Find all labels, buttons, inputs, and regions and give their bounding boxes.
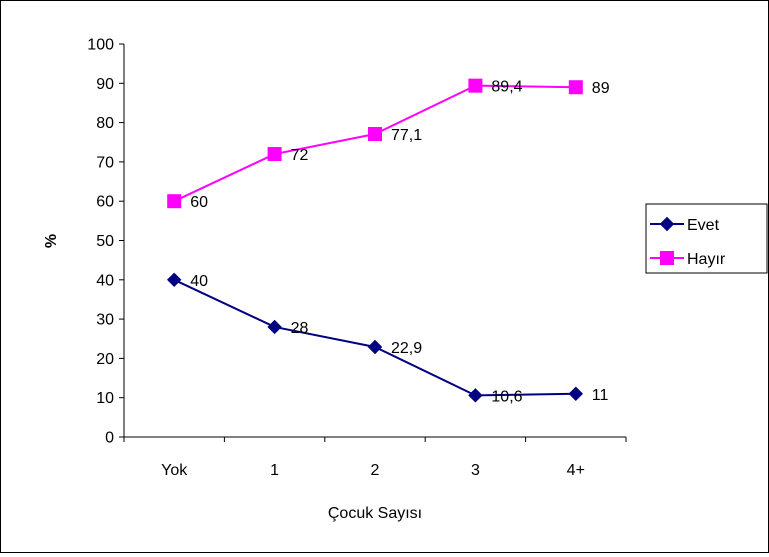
series-evet [166, 272, 584, 403]
y-tick-label: 50 [96, 233, 114, 250]
data-point-hay-r [568, 80, 583, 95]
data-label-evet: 28 [291, 320, 309, 337]
x-tick-label: 1 [270, 462, 279, 479]
legend-marker-evet [659, 216, 675, 232]
legend-item-hay-r: Hayır [650, 251, 726, 268]
y-tick-label: 0 [105, 430, 114, 447]
y-tick-label: 80 [96, 115, 114, 132]
y-tick-label: 10 [96, 390, 114, 407]
data-point-evet [568, 386, 584, 401]
legend-item-evet: Evet [650, 216, 720, 234]
data-label-evet: 40 [190, 273, 208, 290]
y-tick-label: 60 [96, 194, 114, 211]
data-point-evet [367, 339, 383, 355]
y-tick-label: 90 [96, 76, 114, 93]
legend: Evet Hayır [645, 203, 768, 274]
data-label-hay-r: 60 [190, 194, 208, 211]
data-label-hay-r: 89,4 [491, 79, 522, 96]
series-layer [166, 78, 584, 403]
series-hay-r [167, 78, 583, 209]
data-label-hay-r: 72 [291, 147, 309, 164]
data-point-hay-r [167, 194, 182, 209]
data-point-hay-r [468, 78, 483, 93]
series-line-evet [173, 278, 576, 397]
data-point-evet [468, 388, 483, 403]
y-tick-label: 20 [96, 351, 114, 368]
y-tick-label: 30 [96, 312, 114, 329]
data-labels: 40 28 22,9 10,6 11 60 72 77,1 89,4 89 [190, 79, 609, 406]
data-label-evet: 11 [592, 387, 609, 404]
axes: 0 10 20 30 40 50 60 70 80 90 100 Yok 1 2 3 4+ [87, 37, 627, 479]
data-point-hay-r [368, 126, 382, 141]
data-label-hay-r: 89 [592, 80, 610, 97]
x-axis-title: Çocuk Sayısı [328, 505, 422, 522]
data-label-evet: 22,9 [391, 340, 422, 357]
data-label-evet: 10,6 [491, 388, 522, 405]
x-tick-label: 4+ [567, 462, 585, 479]
y-tick-label: 40 [96, 272, 114, 289]
x-tick-label: 2 [371, 462, 380, 479]
legend-label-evet: Evet [687, 217, 720, 234]
x-tick-label: 3 [471, 462, 480, 479]
data-point-evet [166, 272, 182, 288]
legend-label-hay-r: Hayır [687, 251, 726, 268]
x-tick-label: Yok [161, 462, 188, 479]
y-tick-label: 100 [87, 37, 114, 54]
data-label-hay-r: 77,1 [391, 127, 422, 144]
y-tick-label: 70 [96, 154, 114, 171]
legend-marker-hay-r [660, 251, 674, 265]
series-line-hay-r [173, 84, 576, 203]
y-axis-title: % [43, 234, 60, 248]
data-point-hay-r [267, 147, 282, 162]
data-point-evet [267, 319, 282, 335]
